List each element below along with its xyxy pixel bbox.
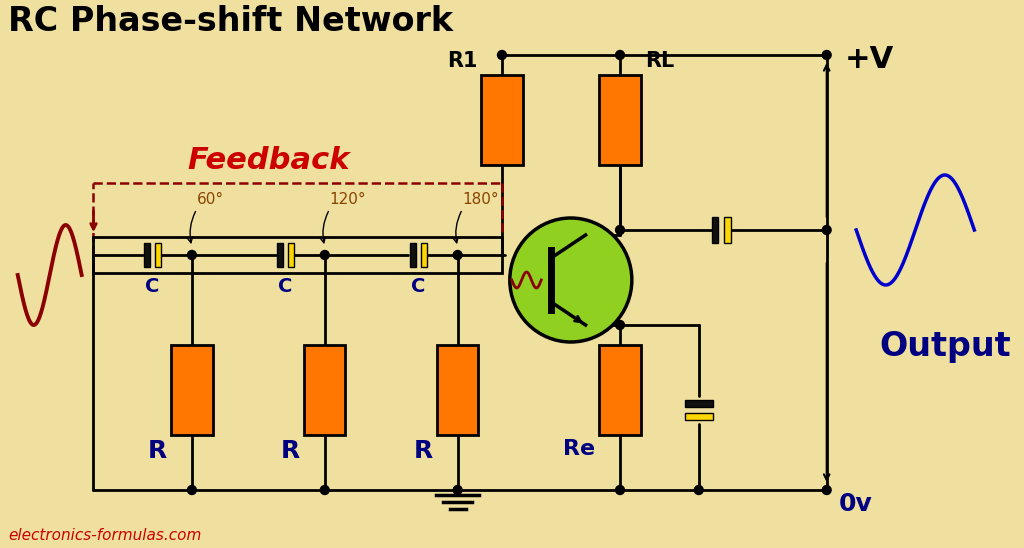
FancyBboxPatch shape [421,243,427,267]
Text: Output: Output [879,330,1011,363]
Text: 0v: 0v [839,492,872,516]
Text: electronics-formulas.com: electronics-formulas.com [8,528,202,543]
Circle shape [822,486,831,494]
Circle shape [187,486,197,494]
Circle shape [321,486,329,494]
Circle shape [615,225,625,235]
FancyBboxPatch shape [712,217,719,243]
Text: RL: RL [645,51,674,71]
Circle shape [510,218,632,342]
FancyBboxPatch shape [278,243,283,267]
Text: C: C [411,277,425,296]
Text: RC Phase-shift Network: RC Phase-shift Network [8,5,453,38]
Circle shape [822,50,831,60]
Circle shape [454,250,462,260]
FancyBboxPatch shape [171,345,213,435]
Text: R: R [281,439,300,463]
Text: 180°: 180° [463,192,499,207]
FancyBboxPatch shape [437,345,478,435]
Text: Feedback: Feedback [187,146,349,175]
FancyBboxPatch shape [410,243,416,267]
FancyBboxPatch shape [599,75,641,165]
FancyBboxPatch shape [724,217,731,243]
FancyBboxPatch shape [144,243,151,267]
FancyBboxPatch shape [599,345,641,435]
Circle shape [498,50,506,60]
Text: R: R [148,439,167,463]
FancyBboxPatch shape [481,75,522,165]
Circle shape [694,486,703,494]
Circle shape [615,50,625,60]
Circle shape [615,486,625,494]
Text: +V: +V [845,45,894,75]
Text: 60°: 60° [197,192,224,207]
Circle shape [615,321,625,329]
FancyBboxPatch shape [288,243,294,267]
FancyBboxPatch shape [685,413,713,420]
Circle shape [187,250,197,260]
Text: R1: R1 [446,51,477,71]
Text: 120°: 120° [330,192,367,207]
Circle shape [822,225,831,235]
Text: R: R [414,439,433,463]
Circle shape [321,250,329,260]
FancyBboxPatch shape [685,400,713,407]
FancyBboxPatch shape [155,243,161,267]
Text: Re: Re [563,439,595,459]
Text: C: C [145,277,160,296]
Text: C: C [279,277,293,296]
FancyBboxPatch shape [304,345,345,435]
Circle shape [454,486,462,494]
